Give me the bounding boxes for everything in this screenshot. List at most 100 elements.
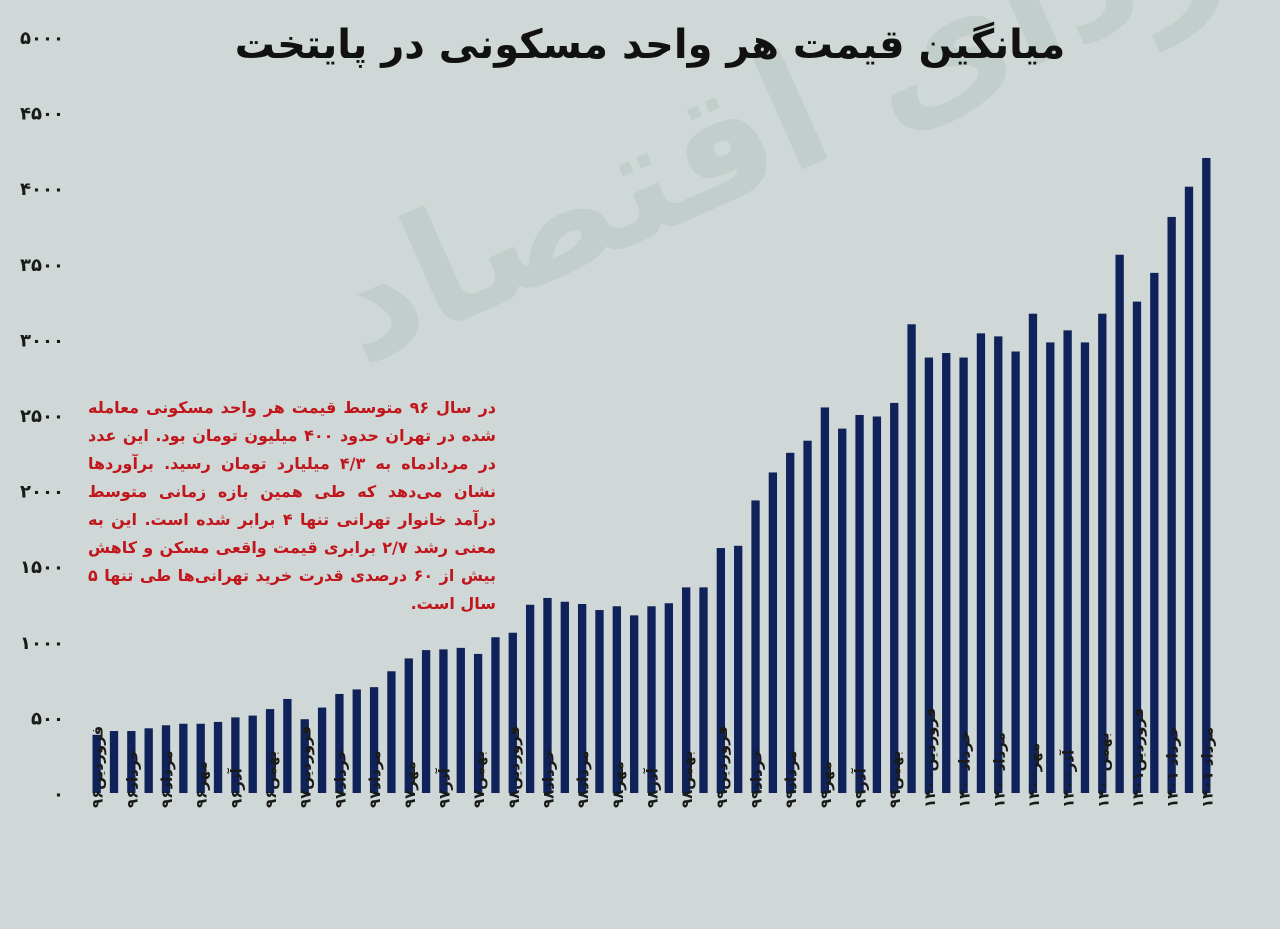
bar xyxy=(855,415,864,793)
x-tick-label: بهمن۹۷ xyxy=(470,751,488,808)
x-tick-label: مرداد۱۴۰۰ xyxy=(990,732,1008,808)
bar xyxy=(699,587,708,793)
bar xyxy=(907,324,916,793)
bar xyxy=(213,721,223,793)
bar xyxy=(439,649,448,793)
bar xyxy=(682,587,691,793)
bar xyxy=(1046,342,1055,793)
bar xyxy=(959,357,968,793)
bar xyxy=(421,650,431,793)
bar xyxy=(716,548,726,793)
y-tick-label: ۲۵۰۰ xyxy=(20,406,64,427)
x-tick-label: آذر۹۷ xyxy=(435,767,453,808)
x-tick-label: خرداد ۱۴۰۱ xyxy=(1164,725,1182,808)
bar xyxy=(144,728,153,793)
bar xyxy=(491,637,500,793)
bar xyxy=(560,601,569,793)
bar xyxy=(1028,313,1038,793)
x-tick-label: آذر۹۹ xyxy=(852,767,870,808)
y-tick-label: ۰ xyxy=(53,784,64,805)
bar xyxy=(109,731,119,793)
x-tick-label: فروردین۹۷ xyxy=(297,726,315,808)
x-tick-label: مهر۱۴۰۰ xyxy=(1025,743,1043,808)
bar xyxy=(369,687,379,793)
bar xyxy=(1080,342,1090,793)
x-tick-label: فروردین۱۴۰۰ xyxy=(921,707,939,808)
y-tick-label: ۱۰۰۰ xyxy=(20,633,64,654)
bar xyxy=(820,407,830,793)
x-tick-label: آذر۹۶ xyxy=(227,767,245,808)
y-tick-label: ۲۰۰۰ xyxy=(20,482,64,503)
bar xyxy=(577,604,587,793)
x-tick-label: بهمن۹۸ xyxy=(678,751,696,808)
bar xyxy=(300,719,309,793)
y-tick-label: ۱۵۰۰ xyxy=(20,557,64,578)
bar xyxy=(1098,313,1107,793)
x-tick-label: مرداد۹۸ xyxy=(574,751,592,808)
x-tick-label: مهر۹۸ xyxy=(609,761,627,808)
bar xyxy=(1167,216,1176,793)
bar xyxy=(161,725,171,793)
bar xyxy=(872,416,882,793)
bar xyxy=(1063,330,1072,793)
bar xyxy=(248,715,257,793)
x-tick-label: آذر۹۸ xyxy=(644,767,662,808)
bar xyxy=(734,545,743,793)
x-tick-label: مهر۹۷ xyxy=(401,761,419,808)
x-tick-label: خرداد۱۴۰۰ xyxy=(956,731,974,808)
bar xyxy=(473,653,483,793)
bar xyxy=(924,357,934,793)
bar xyxy=(456,647,465,793)
x-tick-label: مهر۹۶ xyxy=(193,761,211,808)
bar xyxy=(543,597,552,793)
x-tick-label: فروردین۱۴۰۱ xyxy=(1129,707,1147,808)
x-tick-label: خرداد۹۸ xyxy=(539,749,557,808)
bar xyxy=(803,440,812,793)
x-tick-label: مهر۹۹ xyxy=(817,761,835,808)
bar xyxy=(508,632,517,793)
bar xyxy=(92,734,101,793)
x-tick-label: آذر۱۴۰۰ xyxy=(1060,749,1078,808)
bar xyxy=(942,353,951,793)
x-tick-label: خرداد۹۷ xyxy=(331,749,349,808)
bar xyxy=(404,658,413,793)
x-tick-label: بهمن۹۹ xyxy=(886,751,904,808)
bar xyxy=(179,723,188,793)
bar xyxy=(1184,186,1194,793)
y-tick-label: ۵۰۰ xyxy=(31,708,64,729)
bar xyxy=(976,333,986,793)
y-tick-label: ۵۰۰۰ xyxy=(20,28,64,49)
x-tick-label: خرداد۹۹ xyxy=(748,749,766,808)
bar xyxy=(387,671,396,793)
bar xyxy=(1202,157,1211,793)
bar xyxy=(335,693,344,793)
x-tick-label: مرداد۹۷ xyxy=(366,751,384,808)
y-tick-label: ۴۰۰۰ xyxy=(20,179,64,200)
bar xyxy=(317,707,327,793)
bar xyxy=(525,604,535,793)
x-tick-label: فروردین۹۶ xyxy=(89,726,107,808)
bar xyxy=(890,402,899,793)
bar xyxy=(127,731,136,793)
bar xyxy=(196,723,205,793)
bar xyxy=(612,606,621,793)
bar xyxy=(838,428,847,793)
bar xyxy=(786,452,795,793)
bar xyxy=(283,698,292,793)
bar xyxy=(994,336,1003,793)
bar xyxy=(265,709,275,793)
y-tick-label: ۴۵۰۰ xyxy=(20,104,64,125)
bar xyxy=(1115,254,1124,794)
bar xyxy=(664,603,673,793)
y-tick-label: ۳۰۰۰ xyxy=(20,330,64,351)
x-tick-label: بهمن۱۴۰۰ xyxy=(1094,732,1112,808)
x-tick-label: بهمن۹۶ xyxy=(262,751,280,808)
bar xyxy=(751,500,760,793)
bar xyxy=(352,689,361,793)
x-tick-label: مرداد۹۶ xyxy=(158,751,176,808)
bar xyxy=(1011,351,1020,793)
y-tick-label: ۳۵۰۰ xyxy=(20,255,64,276)
x-tick-label: فروردین۹۸ xyxy=(505,726,523,808)
